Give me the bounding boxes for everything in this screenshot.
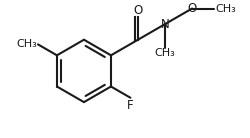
Text: CH₃: CH₃ <box>16 39 37 49</box>
Text: CH₃: CH₃ <box>215 3 236 14</box>
Text: O: O <box>133 4 142 17</box>
Text: O: O <box>188 2 197 15</box>
Text: F: F <box>127 99 134 112</box>
Text: N: N <box>161 18 170 31</box>
Text: CH₃: CH₃ <box>155 48 176 58</box>
